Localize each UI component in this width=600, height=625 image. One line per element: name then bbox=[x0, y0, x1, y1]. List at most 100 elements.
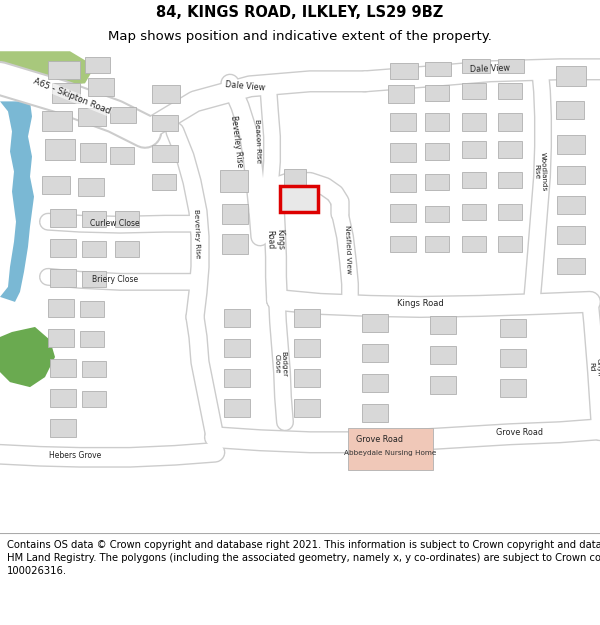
Bar bbox=[425, 206, 449, 222]
Bar bbox=[498, 171, 522, 187]
Bar bbox=[498, 141, 522, 158]
Bar bbox=[425, 113, 449, 131]
Bar bbox=[224, 369, 250, 387]
Bar bbox=[80, 331, 104, 347]
Bar bbox=[78, 177, 104, 196]
Bar bbox=[42, 111, 72, 131]
Bar bbox=[280, 186, 318, 212]
Bar bbox=[220, 169, 248, 192]
Bar bbox=[50, 389, 76, 407]
Text: Map shows position and indicative extent of the property.: Map shows position and indicative extent… bbox=[108, 31, 492, 43]
Polygon shape bbox=[0, 327, 55, 387]
Bar bbox=[462, 236, 486, 252]
Bar bbox=[362, 344, 388, 362]
Bar bbox=[222, 234, 248, 254]
Bar bbox=[498, 59, 524, 73]
Text: Briery Close: Briery Close bbox=[92, 276, 138, 284]
Bar bbox=[294, 369, 320, 387]
Bar bbox=[462, 83, 486, 99]
Bar bbox=[52, 83, 80, 103]
Text: Woodlands
Rise: Woodlands Rise bbox=[533, 152, 547, 191]
Bar bbox=[390, 144, 416, 161]
Text: Curlew Close: Curlew Close bbox=[90, 219, 140, 228]
Bar bbox=[498, 113, 522, 131]
Bar bbox=[80, 301, 104, 317]
Text: Grove Road: Grove Road bbox=[497, 428, 544, 437]
Bar bbox=[390, 204, 416, 222]
Bar bbox=[50, 419, 76, 437]
Bar bbox=[152, 174, 176, 189]
Bar bbox=[362, 314, 388, 332]
Polygon shape bbox=[0, 51, 95, 86]
Bar bbox=[462, 204, 486, 219]
Bar bbox=[390, 63, 418, 79]
Bar bbox=[462, 141, 486, 158]
Bar bbox=[425, 236, 449, 252]
Bar bbox=[557, 226, 585, 244]
Bar bbox=[498, 236, 522, 252]
Bar bbox=[362, 404, 388, 422]
Bar bbox=[388, 86, 414, 103]
Text: Ghyll
Rd: Ghyll Rd bbox=[588, 357, 600, 376]
Text: Grove Road: Grove Road bbox=[356, 435, 404, 444]
Bar bbox=[82, 241, 106, 257]
Text: Nesfield View: Nesfield View bbox=[344, 225, 352, 274]
Bar bbox=[348, 428, 433, 471]
Bar bbox=[50, 359, 76, 377]
Bar bbox=[556, 101, 584, 119]
Bar bbox=[222, 204, 248, 224]
Text: Beverley Rise: Beverley Rise bbox=[229, 115, 245, 168]
Bar bbox=[425, 144, 449, 159]
Bar bbox=[557, 258, 585, 274]
Bar bbox=[50, 269, 76, 287]
Bar bbox=[48, 299, 74, 317]
Bar bbox=[557, 196, 585, 214]
Bar bbox=[50, 209, 76, 227]
Bar bbox=[294, 339, 320, 357]
Bar bbox=[82, 271, 106, 287]
Text: Beacon Rise: Beacon Rise bbox=[254, 119, 262, 164]
Bar bbox=[48, 61, 80, 79]
Text: Dale View: Dale View bbox=[224, 80, 265, 92]
Bar bbox=[462, 113, 486, 131]
Bar bbox=[115, 211, 139, 227]
Bar bbox=[82, 211, 106, 227]
Bar bbox=[224, 309, 250, 327]
Bar bbox=[78, 108, 106, 126]
Bar bbox=[110, 148, 134, 164]
Bar bbox=[88, 78, 114, 96]
Text: Beverley Rise: Beverley Rise bbox=[193, 209, 201, 259]
Bar bbox=[110, 107, 136, 123]
Text: Contains OS data © Crown copyright and database right 2021. This information is : Contains OS data © Crown copyright and d… bbox=[7, 540, 600, 576]
Bar bbox=[498, 83, 522, 99]
Bar bbox=[48, 329, 74, 347]
Bar bbox=[498, 204, 522, 219]
Bar bbox=[390, 236, 416, 252]
Bar bbox=[284, 169, 306, 187]
Bar bbox=[362, 374, 388, 392]
Text: Abbeydale Nursing Home: Abbeydale Nursing Home bbox=[344, 450, 436, 456]
Bar bbox=[500, 319, 526, 337]
Bar bbox=[294, 399, 320, 418]
Text: Badger
Close: Badger Close bbox=[273, 351, 287, 378]
Bar bbox=[430, 316, 456, 334]
Bar bbox=[224, 339, 250, 357]
Text: A65 - Skipton Road: A65 - Skipton Road bbox=[32, 77, 112, 116]
Bar bbox=[390, 113, 416, 131]
Bar bbox=[42, 176, 70, 194]
Bar bbox=[284, 194, 306, 212]
Bar bbox=[557, 166, 585, 184]
Bar bbox=[152, 146, 178, 161]
Bar bbox=[45, 139, 75, 159]
Bar bbox=[430, 346, 456, 364]
Bar bbox=[85, 58, 110, 73]
Text: Kings Road: Kings Road bbox=[397, 299, 443, 308]
Bar bbox=[462, 59, 490, 73]
Bar bbox=[80, 144, 106, 161]
Bar bbox=[462, 171, 486, 187]
Bar bbox=[556, 66, 586, 86]
Bar bbox=[82, 361, 106, 377]
Bar bbox=[500, 349, 526, 367]
Text: Dale View: Dale View bbox=[470, 64, 510, 74]
Bar bbox=[390, 174, 416, 192]
